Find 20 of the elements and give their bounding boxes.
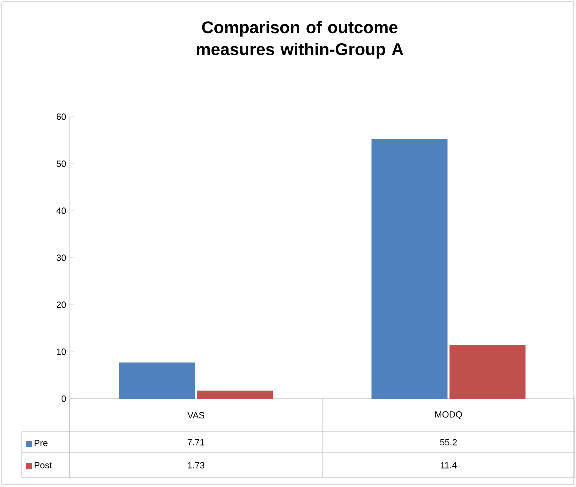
legend-label: Post [34, 462, 52, 469]
y-tick-label: 10 [57, 348, 66, 356]
x-tick-label: VAS [188, 412, 204, 419]
bar [372, 140, 448, 399]
data-label: 1.73 [188, 462, 205, 469]
y-tick-label: 30 [56, 254, 66, 262]
y-tick-label: 20 [56, 302, 66, 308]
legend-label: Pre [34, 440, 48, 446]
bar [197, 390, 274, 399]
y-tick-label: 50 [56, 160, 66, 168]
bar [119, 362, 196, 399]
data-label: 7.71 [188, 439, 205, 446]
data-label: 11.4 [441, 462, 457, 469]
x-tick-label: MODQ [436, 412, 462, 420]
y-tick-label: 60 [56, 114, 66, 120]
chart-title: Comparison of outcome measures within-Group A [197, 21, 404, 59]
y-tick-label: 0 [62, 396, 66, 402]
y-tick-label: 40 [56, 208, 66, 214]
data-label: 55.2 [440, 439, 458, 446]
bar [450, 345, 526, 399]
